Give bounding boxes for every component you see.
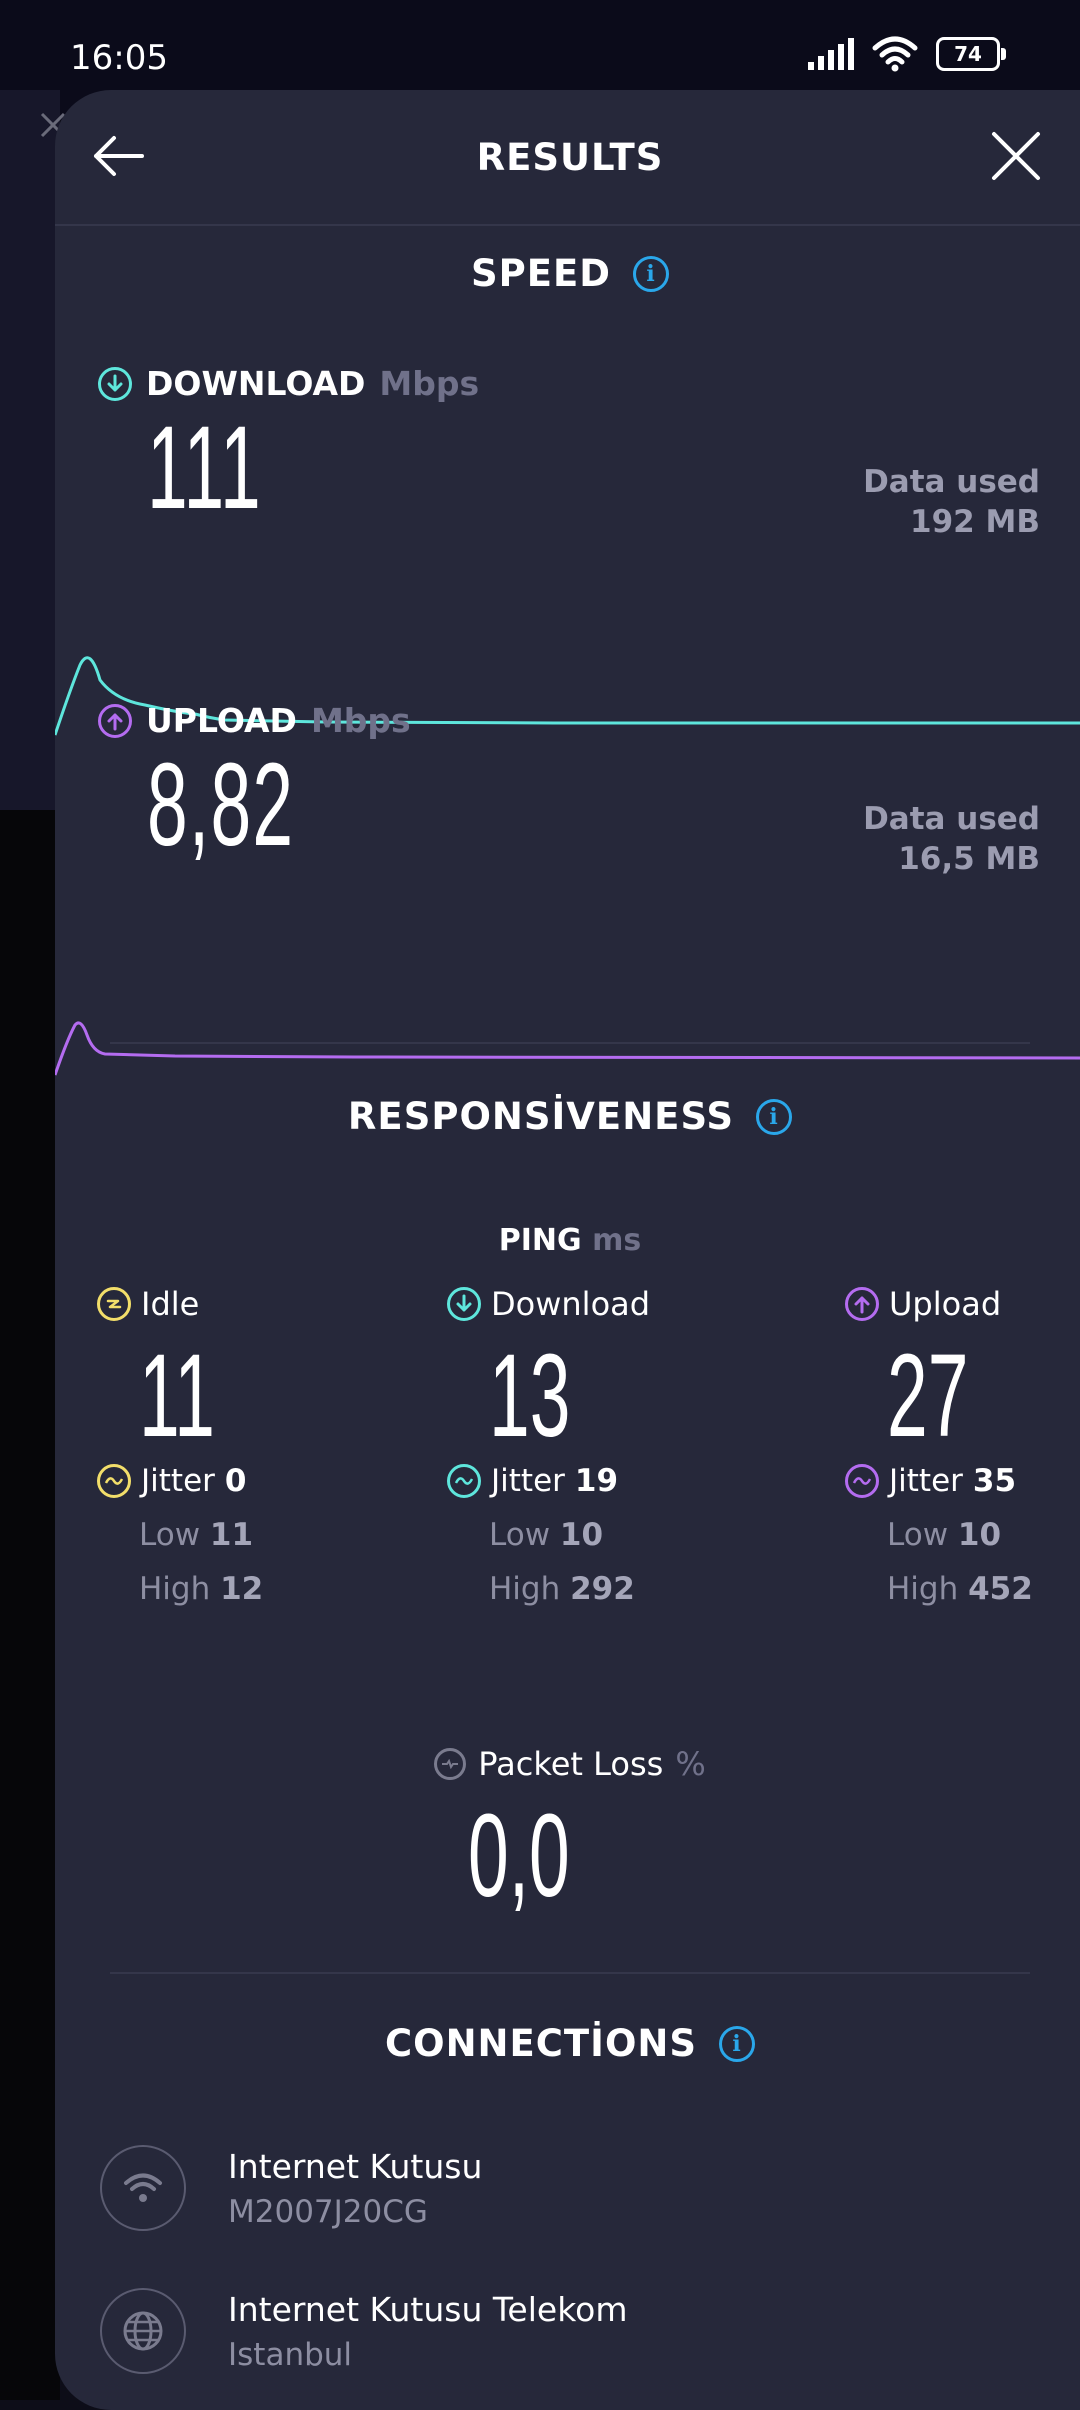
ping-download-value: 13	[489, 1330, 571, 1462]
responsiveness-section-title: RESPONSİVENESS i	[55, 1095, 1080, 1138]
ping-upload-high: 452	[968, 1571, 1033, 1607]
speed-info-icon[interactable]: i	[633, 255, 670, 292]
ping-idle-jitter: 0	[224, 1463, 247, 1499]
download-arrow-icon	[98, 366, 132, 401]
speed-title: SPEED	[470, 252, 612, 295]
ping-download-column: Download 13 Jitter 19 Low 10 High 292	[447, 1285, 707, 1607]
connection-detail: Istanbul	[228, 2336, 353, 2373]
upload-unit: Mbps	[310, 701, 411, 740]
download-data-used-value: 192 MB	[910, 504, 1040, 540]
packet-loss-value: 0,0	[467, 1790, 570, 1922]
upload-arrow-icon	[98, 703, 132, 738]
divider	[110, 1042, 1030, 1044]
page-title: RESULTS	[476, 136, 664, 179]
ping-idle-low-label: Low	[139, 1517, 201, 1553]
upload-arrow-icon	[845, 1287, 879, 1321]
connection-detail: M2007J20CG	[228, 2193, 428, 2230]
download-arrow-icon	[447, 1287, 481, 1321]
ping-idle-column: Idle 11 Jitter 0 Low 11 High 12	[97, 1285, 357, 1607]
speed-section-title: SPEED i	[55, 252, 1080, 295]
ping-title: PING ms	[55, 1223, 1080, 1258]
packet-loss-icon	[434, 1748, 467, 1780]
ping-upload-low: 10	[957, 1517, 1002, 1553]
wifi-status-icon	[872, 36, 918, 72]
divider	[110, 1972, 1030, 1974]
jitter-wave-icon	[447, 1464, 481, 1498]
upload-data-used: Data used 16,5 MB	[863, 799, 1040, 879]
results-sheet: RESULTS SPEED i DOWNLOAD Mbps 111 Data u…	[55, 90, 1080, 2410]
upload-graph	[55, 1021, 1080, 1076]
connections-info-icon[interactable]: i	[719, 2025, 756, 2062]
header: RESULTS	[55, 90, 1080, 226]
ping-idle-value: 11	[139, 1330, 215, 1462]
ping-unit: ms	[592, 1223, 642, 1258]
arrow-left-icon[interactable]	[90, 128, 146, 184]
ping-idle-label: Idle	[141, 1285, 200, 1323]
battery-level: 74	[954, 42, 982, 66]
ping-upload-label: Upload	[889, 1285, 1002, 1323]
download-graph	[55, 656, 1080, 736]
battery-icon: 74	[936, 37, 1006, 71]
jitter-wave-icon	[845, 1464, 879, 1498]
ping-download-jitter-label: Jitter	[491, 1463, 565, 1499]
close-icon[interactable]	[988, 128, 1044, 184]
ping-upload-high-label: High	[887, 1571, 959, 1607]
ping-download-low: 10	[559, 1517, 604, 1553]
ping-upload-jitter-label: Jitter	[889, 1463, 963, 1499]
download-data-used: Data used 192 MB	[863, 462, 1040, 542]
download-label-text: DOWNLOAD	[146, 364, 366, 403]
upload-value: 8,82	[147, 739, 295, 871]
connection-item-isp[interactable]: Internet Kutusu Telekom Istanbul	[100, 2288, 627, 2374]
ping-upload-jitter: 35	[972, 1463, 1017, 1499]
packet-loss: Packet Loss % 0,0	[55, 1745, 1080, 1922]
upload-data-used-label: Data used	[863, 801, 1040, 837]
packet-loss-unit: %	[675, 1745, 706, 1783]
connections-section-title: CONNECTİONS i	[55, 2022, 1080, 2065]
signal-icon	[808, 38, 854, 70]
download-label: DOWNLOAD Mbps	[98, 364, 479, 403]
ping-download-label: Download	[491, 1285, 651, 1323]
background-app-lower	[0, 810, 60, 2400]
responsiveness-title: RESPONSİVENESS	[347, 1095, 735, 1138]
download-unit: Mbps	[379, 364, 480, 403]
responsiveness-info-icon[interactable]: i	[756, 1098, 793, 1135]
ping-idle-high-label: High	[139, 1571, 211, 1607]
wifi-icon	[100, 2145, 186, 2231]
upload-label: UPLOAD Mbps	[98, 701, 411, 740]
ping-download-high: 292	[570, 1571, 635, 1607]
lightning-icon	[97, 1287, 131, 1321]
ping-download-jitter: 19	[574, 1463, 619, 1499]
upload-label-text: UPLOAD	[146, 701, 297, 740]
globe-icon	[100, 2288, 186, 2374]
status-time: 16:05	[70, 38, 168, 78]
ping-idle-jitter-label: Jitter	[141, 1463, 215, 1499]
connections-title: CONNECTİONS	[384, 2022, 698, 2065]
ping-download-high-label: High	[489, 1571, 561, 1607]
connection-item-wifi[interactable]: Internet Kutusu M2007J20CG	[100, 2145, 482, 2231]
connection-name: Internet Kutusu	[228, 2146, 483, 2186]
connection-name: Internet Kutusu Telekom	[228, 2289, 628, 2329]
status-icons: 74	[808, 36, 1006, 72]
upload-data-used-value: 16,5 MB	[898, 841, 1040, 877]
ping-upload-column: Upload 27 Jitter 35 Low 10 High 452	[845, 1285, 1080, 1607]
ping-upload-value: 27	[887, 1330, 969, 1462]
download-data-used-label: Data used	[863, 464, 1040, 500]
jitter-wave-icon	[97, 1464, 131, 1498]
ping-upload-low-label: Low	[887, 1517, 949, 1553]
ping-idle-low: 11	[209, 1517, 254, 1553]
background-app	[0, 90, 60, 810]
download-value: 111	[147, 402, 262, 534]
ping-label: PING	[498, 1223, 582, 1258]
ping-download-low-label: Low	[489, 1517, 551, 1553]
ping-idle-high: 12	[220, 1571, 264, 1607]
packet-loss-label: Packet Loss	[478, 1745, 664, 1783]
